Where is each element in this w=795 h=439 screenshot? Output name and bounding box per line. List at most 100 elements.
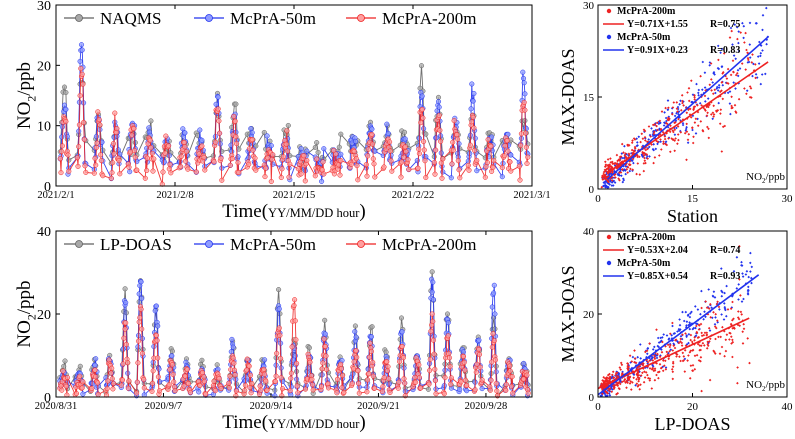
scatter-point-mc200	[660, 110, 664, 113]
point-ref	[425, 386, 431, 392]
point-mc50	[520, 75, 527, 81]
point-ref	[306, 345, 312, 351]
scatter-point-mc50	[741, 272, 744, 275]
point-mc200	[334, 390, 340, 396]
point-ref	[122, 286, 128, 292]
scatter-point-mc200	[710, 113, 713, 116]
point-mc50	[166, 375, 172, 382]
scatter-point-mc200	[744, 68, 747, 71]
point-mc50	[138, 279, 144, 285]
point-mc200	[370, 141, 376, 147]
y-tick-label: 20	[583, 309, 595, 321]
legend-item-mc200: McPrA-200m Y=0.71X+1.55 R=0.75	[603, 6, 740, 30]
point-mc200	[335, 166, 341, 172]
point-mc200	[406, 166, 412, 172]
point-mc50	[436, 104, 442, 110]
point-mc200	[110, 386, 116, 392]
point-ref	[169, 348, 175, 354]
point-mc200	[59, 143, 65, 149]
point-mc50	[127, 169, 133, 175]
point-mc200	[396, 379, 402, 385]
point-mc200	[477, 364, 483, 370]
scatter-point-mc200	[671, 377, 675, 381]
point-mc200	[82, 163, 88, 169]
point-mc200	[135, 338, 142, 344]
point-mc200	[503, 381, 509, 387]
point-mc200	[364, 389, 370, 395]
point-mc200	[244, 367, 250, 373]
legend-r-value: R=0.74	[710, 245, 740, 256]
scatter-point-mc200	[712, 92, 715, 95]
point-mc200	[125, 385, 131, 391]
point-mc200	[233, 134, 239, 140]
point-mc50	[93, 356, 99, 362]
point-mc200	[334, 376, 341, 382]
scatter-point-mc50	[697, 94, 700, 97]
y-axis-label-unit: /ppb	[14, 62, 35, 96]
scatter-point-mc50	[682, 319, 686, 323]
point-mc200	[473, 369, 479, 375]
point-mc200	[97, 122, 103, 128]
point-mc200	[231, 367, 238, 373]
point-mc200	[418, 120, 424, 126]
scatter-point-mc200	[683, 370, 687, 373]
scatter-point-mc200	[723, 354, 726, 358]
point-mc200	[125, 360, 131, 366]
point-mc200	[437, 127, 443, 133]
point-mc50	[399, 329, 405, 335]
point-mc200	[432, 366, 438, 372]
point-mc200	[278, 375, 284, 381]
scatter-point-mc50	[688, 327, 692, 331]
point-mc200	[429, 311, 435, 317]
point-mc50	[491, 290, 497, 296]
point-mc200	[77, 373, 83, 379]
scatter-point-mc200	[680, 344, 684, 347]
scatter-point-mc200	[655, 328, 658, 331]
scatter-point-mc50	[740, 260, 743, 264]
scatter-point-mc50	[735, 256, 739, 259]
scatter-point-mc200	[726, 308, 730, 311]
scatter-point-mc50	[729, 112, 732, 116]
scatter-point-mc50	[734, 87, 737, 90]
point-mc200	[109, 376, 115, 382]
point-mc200	[181, 139, 187, 146]
point-mc200	[244, 356, 250, 362]
point-mc200	[422, 158, 428, 164]
scatter-point-mc200	[719, 335, 722, 339]
point-mc200	[262, 174, 268, 180]
scatter-point-mc200	[720, 150, 724, 153]
scatter-point-mc200	[721, 325, 724, 329]
point-mc200	[287, 388, 293, 394]
scatter-point-mc50	[725, 314, 728, 318]
legend-item-mc200: McPrA-200m	[346, 9, 476, 28]
scatter-point-mc50	[750, 281, 753, 285]
scatter-point-mc50	[754, 73, 758, 76]
point-mc200	[144, 167, 150, 174]
point-mc200	[167, 161, 173, 168]
point-mc200	[442, 374, 448, 381]
point-mc200	[355, 177, 361, 183]
scatter-point-mc50	[714, 316, 717, 319]
scatter-point-mc200	[724, 338, 728, 342]
scatter-point-mc50	[695, 82, 698, 86]
point-mc200	[356, 380, 362, 386]
point-mc200	[105, 378, 111, 384]
point-mc200	[307, 359, 313, 365]
scatter-point-mc200	[695, 353, 699, 357]
unit-label-unit: /ppb	[765, 379, 785, 391]
scatter-point-mc200	[739, 294, 742, 297]
point-mc200	[182, 373, 188, 379]
scatter-point-mc50	[652, 143, 655, 146]
point-mc200	[451, 118, 457, 124]
point-mc200	[436, 112, 442, 118]
scatter-point-mc200	[730, 335, 733, 338]
point-mc200	[387, 139, 393, 145]
scatter-point-mc50	[648, 155, 651, 158]
point-mc50	[262, 357, 268, 363]
point-mc50	[93, 133, 99, 140]
scatter-point-mc50	[759, 51, 763, 55]
point-mc50	[59, 134, 65, 140]
scatter-point-mc50	[749, 261, 752, 265]
point-mc200	[232, 118, 238, 124]
scatter-point-mc200	[611, 370, 615, 374]
